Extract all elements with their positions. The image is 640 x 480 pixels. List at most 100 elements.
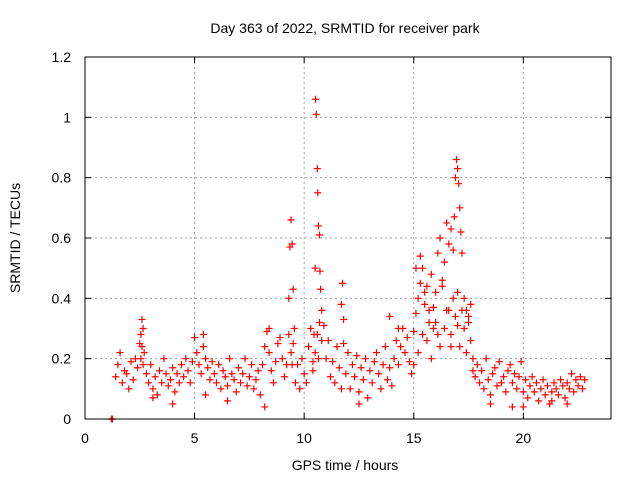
data-point [390, 355, 398, 363]
data-point [491, 364, 499, 372]
data-point [506, 361, 514, 369]
data-point [519, 388, 527, 396]
data-point [429, 325, 437, 332]
x-tick-label: 0 [81, 430, 89, 446]
data-point [127, 358, 135, 366]
data-point [550, 379, 558, 387]
data-point [438, 282, 446, 290]
data-point [500, 373, 508, 381]
data-point [331, 379, 339, 387]
data-point [177, 361, 185, 369]
data-point [118, 379, 126, 387]
data-point [508, 403, 516, 411]
data-point [291, 379, 299, 387]
data-point [445, 240, 453, 248]
data-point [454, 288, 462, 296]
data-point [348, 361, 356, 369]
data-point [561, 394, 569, 402]
data-point [434, 331, 442, 339]
data-point [552, 385, 560, 393]
x-tick-label: 5 [191, 430, 199, 446]
data-point [335, 364, 343, 372]
data-point [484, 376, 492, 384]
data-point [307, 325, 315, 332]
data-point [403, 334, 411, 342]
data-point [314, 222, 322, 230]
data-point [493, 382, 501, 390]
data-point [543, 382, 551, 390]
data-point [423, 337, 431, 345]
data-point [429, 303, 437, 311]
data-point [457, 228, 465, 236]
data-point [149, 394, 157, 402]
data-point [364, 394, 372, 402]
data-point [344, 349, 352, 357]
data-point [202, 391, 210, 399]
data-point [427, 355, 435, 363]
data-point [265, 325, 273, 332]
data-point [440, 258, 448, 266]
data-point [280, 373, 288, 381]
data-point [517, 358, 525, 366]
data-point [140, 349, 148, 357]
data-point [381, 343, 389, 351]
data-point [313, 165, 321, 173]
data-point [250, 385, 258, 393]
data-point [195, 361, 203, 369]
x-tick-label: 10 [296, 430, 312, 446]
data-point [563, 400, 571, 408]
data-point [414, 294, 422, 302]
data-point [309, 367, 317, 375]
data-point [125, 385, 133, 393]
data-point [504, 367, 512, 375]
data-point [202, 355, 210, 363]
data-point [289, 285, 297, 293]
data-point [408, 370, 416, 378]
data-point [309, 358, 317, 366]
data-point [298, 355, 306, 363]
data-point [221, 373, 229, 381]
data-point [392, 337, 400, 345]
data-point [276, 334, 284, 342]
data-point [405, 358, 413, 366]
data-point [156, 367, 164, 375]
data-point [579, 385, 587, 393]
data-point [137, 355, 145, 363]
data-point [526, 382, 534, 390]
data-point [449, 294, 457, 302]
y-tick-label: 0.4 [52, 290, 72, 306]
data-point [449, 246, 457, 254]
data-point [254, 367, 262, 375]
data-point [548, 397, 556, 405]
data-point [314, 355, 322, 363]
data-point [469, 355, 477, 363]
data-point [412, 309, 420, 317]
data-point [234, 364, 242, 372]
data-point [164, 382, 172, 390]
data-point [443, 219, 451, 227]
data-point [134, 364, 142, 372]
data-point [320, 321, 328, 329]
data-point [173, 370, 181, 378]
y-tick-label: 0.6 [52, 230, 72, 246]
data-point [465, 312, 473, 320]
data-point [322, 355, 330, 363]
data-point [353, 352, 361, 360]
data-point [425, 318, 433, 326]
data-point [285, 294, 293, 302]
data-point [508, 379, 516, 387]
data-point [412, 264, 420, 272]
data-point [226, 355, 234, 363]
data-point [316, 231, 324, 239]
data-point [476, 379, 483, 387]
data-point [537, 385, 545, 393]
data-point [287, 349, 295, 357]
data-point [454, 165, 462, 173]
data-point [116, 349, 124, 357]
data-point [460, 325, 468, 332]
data-point [513, 385, 521, 393]
data-point [278, 355, 286, 363]
data-point [458, 306, 466, 314]
data-point [419, 331, 427, 339]
